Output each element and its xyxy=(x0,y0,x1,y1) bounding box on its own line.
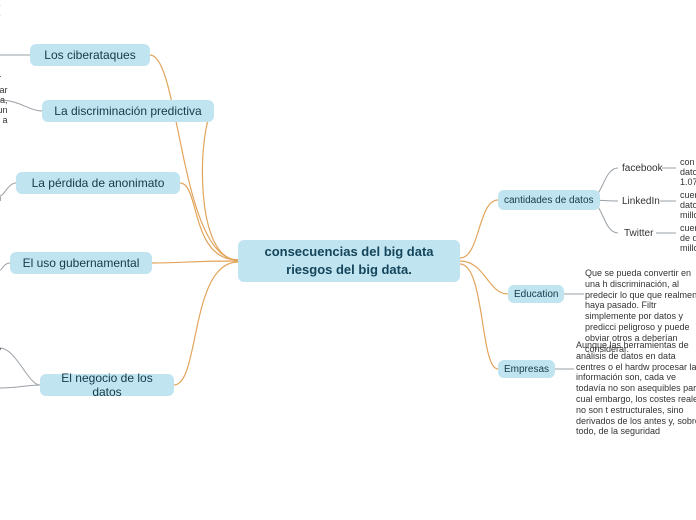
center-node[interactable]: consecuencias del big data riesgos del b… xyxy=(238,240,460,282)
node-anonimato[interactable]: La pérdida de anonimato xyxy=(16,172,180,194)
fragment-2: mar ra, un a xyxy=(0,86,8,126)
node-ciberataques[interactable]: Los ciberataques xyxy=(30,44,150,66)
sub-facebook[interactable]: facebook xyxy=(622,163,663,174)
node-empresas[interactable]: Empresas xyxy=(498,360,555,378)
leaf-twitter: cuenta de dat millon xyxy=(680,224,696,254)
leaf-facebook: con dato 1.07 xyxy=(680,158,696,188)
fragment-0: s s xyxy=(0,0,1,20)
sub-linkedin[interactable]: LinkedIn xyxy=(622,196,660,207)
fragment-4: o, xyxy=(0,342,2,352)
node-discriminacion[interactable]: La discriminación predictiva xyxy=(42,100,214,122)
leaf-linkedin: cuent dato millo xyxy=(680,191,696,221)
fragment-1: o. xyxy=(0,70,2,80)
node-negocio[interactable]: El negocio de los datos xyxy=(40,374,174,396)
node-gubernamental[interactable]: El uso gubernamental xyxy=(10,252,152,274)
node-cantidades[interactable]: cantidades de datos xyxy=(498,190,600,210)
sub-twitter[interactable]: Twitter xyxy=(624,228,653,239)
desc-empresas: Aunque las herramientas de análisis de d… xyxy=(576,340,696,437)
fragment-3: n xyxy=(0,194,1,204)
node-education[interactable]: Education xyxy=(508,285,564,303)
